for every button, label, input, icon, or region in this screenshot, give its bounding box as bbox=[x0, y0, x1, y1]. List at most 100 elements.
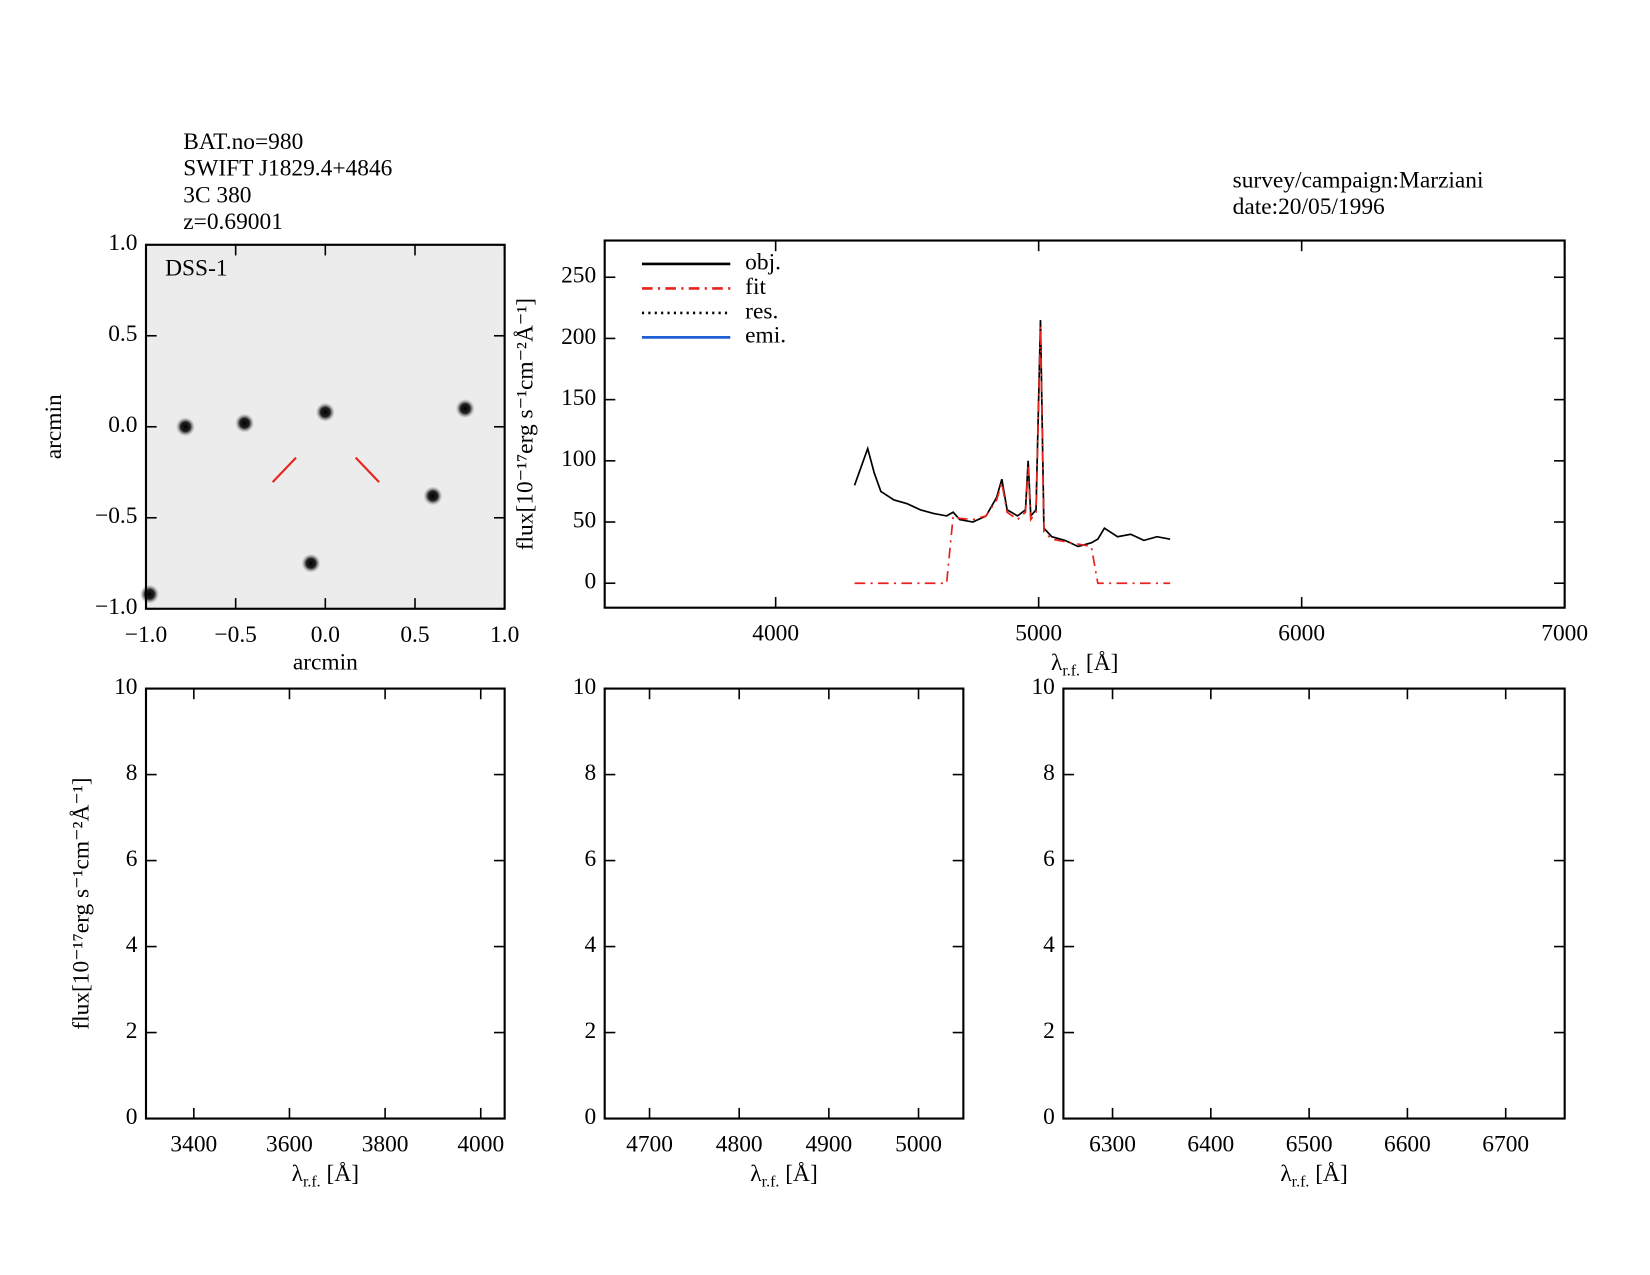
x-axis-label-part: [Å] bbox=[1309, 1161, 1347, 1187]
y-tick-label: 0.5 bbox=[108, 321, 137, 347]
y-tick-label: 10 bbox=[1031, 674, 1054, 700]
x-tick-label: −1.0 bbox=[125, 622, 167, 648]
x-tick-label: 0.5 bbox=[400, 622, 429, 648]
source bbox=[175, 417, 196, 437]
x-tick-label: 6500 bbox=[1286, 1132, 1333, 1158]
x-axis-label: arcmin bbox=[293, 649, 358, 675]
x-tick-label: 4000 bbox=[457, 1132, 504, 1158]
y-tick-label: 2 bbox=[1043, 1018, 1055, 1044]
plot-frame bbox=[1062, 687, 1566, 1120]
y-tick-label: 10 bbox=[114, 674, 137, 700]
x-axis-label-part: r.f. bbox=[303, 1173, 321, 1190]
sky-image bbox=[145, 244, 505, 609]
legend-label: fit bbox=[745, 274, 766, 300]
x-tick-label: 5000 bbox=[1015, 621, 1062, 647]
x-tick-label: 6000 bbox=[1278, 621, 1325, 647]
x-axis-label-part: λ bbox=[1051, 651, 1063, 677]
y-tick-label: 1.0 bbox=[108, 230, 137, 256]
y-tick-label: 6 bbox=[126, 846, 138, 872]
x-tick-label: 4000 bbox=[752, 621, 799, 647]
x-axis-label-part: r.f. bbox=[1292, 1173, 1310, 1190]
x-axis-label-part: r.f. bbox=[762, 1173, 780, 1190]
y-tick-label: 0 bbox=[584, 569, 596, 595]
y-tick-label: 8 bbox=[584, 760, 596, 786]
x-tick-label: 4700 bbox=[626, 1132, 673, 1158]
plot-frame bbox=[603, 239, 1566, 609]
y-tick-label: −0.5 bbox=[95, 503, 137, 529]
y-tick-label: 6 bbox=[1043, 846, 1055, 872]
x-tick-label: 1.0 bbox=[490, 622, 519, 648]
x-tick-label: −0.5 bbox=[214, 622, 256, 648]
source bbox=[423, 486, 443, 506]
y-tick-label: 8 bbox=[126, 760, 138, 786]
x-tick-label: 6700 bbox=[1482, 1132, 1529, 1158]
x-tick-label: 7000 bbox=[1541, 621, 1588, 647]
y-axis-label: flux[10⁻¹⁷erg s⁻¹cm⁻²Å⁻¹] bbox=[69, 777, 95, 1029]
header-line: BAT.no=980 bbox=[183, 129, 303, 155]
y-tick-label: −1.0 bbox=[95, 594, 137, 620]
x-tick-label: 0.0 bbox=[311, 622, 340, 648]
x-tick-label: 3400 bbox=[170, 1132, 217, 1158]
x-axis-label: λr.f. [Å] bbox=[1051, 651, 1118, 680]
y-tick-label: 0.0 bbox=[108, 412, 137, 438]
x-tick-label: 6600 bbox=[1384, 1132, 1431, 1158]
y-tick-label: 8 bbox=[1043, 760, 1055, 786]
y-tick-label: 2 bbox=[584, 1018, 596, 1044]
header-line: z=0.69001 bbox=[183, 209, 283, 235]
x-tick-label: 3800 bbox=[362, 1132, 409, 1158]
header-line: SWIFT J1829.4+4846 bbox=[183, 156, 392, 182]
plot-frame bbox=[144, 687, 506, 1120]
source bbox=[301, 553, 321, 573]
target-marker bbox=[271, 456, 297, 483]
x-axis-label: λr.f. [Å] bbox=[1280, 1161, 1347, 1190]
y-tick-label: 100 bbox=[561, 446, 596, 472]
y-axis-label: flux[10⁻¹⁷erg s⁻¹cm⁻²Å⁻¹] bbox=[512, 298, 538, 550]
date: date:20/05/1996 bbox=[1233, 194, 1385, 220]
y-tick-label: 250 bbox=[561, 263, 596, 289]
legend-label: res. bbox=[745, 298, 778, 324]
x-axis-label-part: [Å] bbox=[1080, 651, 1118, 677]
y-tick-label: 10 bbox=[573, 674, 596, 700]
y-tick-label: 50 bbox=[573, 507, 596, 533]
x-axis-label: λr.f. [Å] bbox=[750, 1161, 817, 1190]
plot-frame bbox=[144, 243, 506, 610]
x-tick-label: 5000 bbox=[895, 1132, 942, 1158]
y-tick-label: 150 bbox=[561, 385, 596, 411]
panel-label: DSS-1 bbox=[165, 256, 227, 282]
y-tick-label: 6 bbox=[584, 846, 596, 872]
source bbox=[140, 584, 160, 604]
survey: survey/campaign:Marziani bbox=[1233, 167, 1484, 193]
source bbox=[235, 413, 255, 433]
source bbox=[455, 398, 475, 419]
legend-label: obj. bbox=[745, 249, 781, 275]
target-marker bbox=[354, 456, 380, 483]
x-tick-label: 4900 bbox=[805, 1132, 852, 1158]
x-axis-label-part: r.f. bbox=[1062, 662, 1080, 679]
plot-frame bbox=[603, 687, 965, 1120]
x-axis-label-part: λ bbox=[1280, 1161, 1292, 1187]
y-tick-label: 4 bbox=[584, 932, 596, 958]
y-tick-label: 0 bbox=[1043, 1104, 1055, 1130]
y-tick-label: 200 bbox=[561, 324, 596, 350]
x-axis-label-part: [Å] bbox=[321, 1161, 359, 1187]
x-tick-label: 6400 bbox=[1187, 1132, 1234, 1158]
series-line bbox=[853, 320, 1171, 548]
x-tick-label: 4800 bbox=[716, 1132, 763, 1158]
x-tick-label: 3600 bbox=[266, 1132, 313, 1158]
series-line bbox=[854, 326, 1171, 585]
legend-label: emi. bbox=[745, 323, 786, 349]
x-axis-label: λr.f. [Å] bbox=[292, 1161, 359, 1190]
y-tick-label: 0 bbox=[584, 1104, 596, 1130]
y-tick-label: 0 bbox=[126, 1104, 138, 1130]
y-tick-label: 4 bbox=[126, 932, 138, 958]
y-tick-label: 2 bbox=[126, 1018, 138, 1044]
y-tick-label: 4 bbox=[1043, 932, 1055, 958]
x-tick-label: 6300 bbox=[1089, 1132, 1136, 1158]
header-line: 3C 380 bbox=[183, 182, 251, 208]
source bbox=[315, 402, 335, 422]
x-axis-label-part: [Å] bbox=[779, 1161, 817, 1187]
x-axis-label-part: λ bbox=[750, 1161, 762, 1187]
x-axis-label-part: λ bbox=[292, 1161, 304, 1187]
